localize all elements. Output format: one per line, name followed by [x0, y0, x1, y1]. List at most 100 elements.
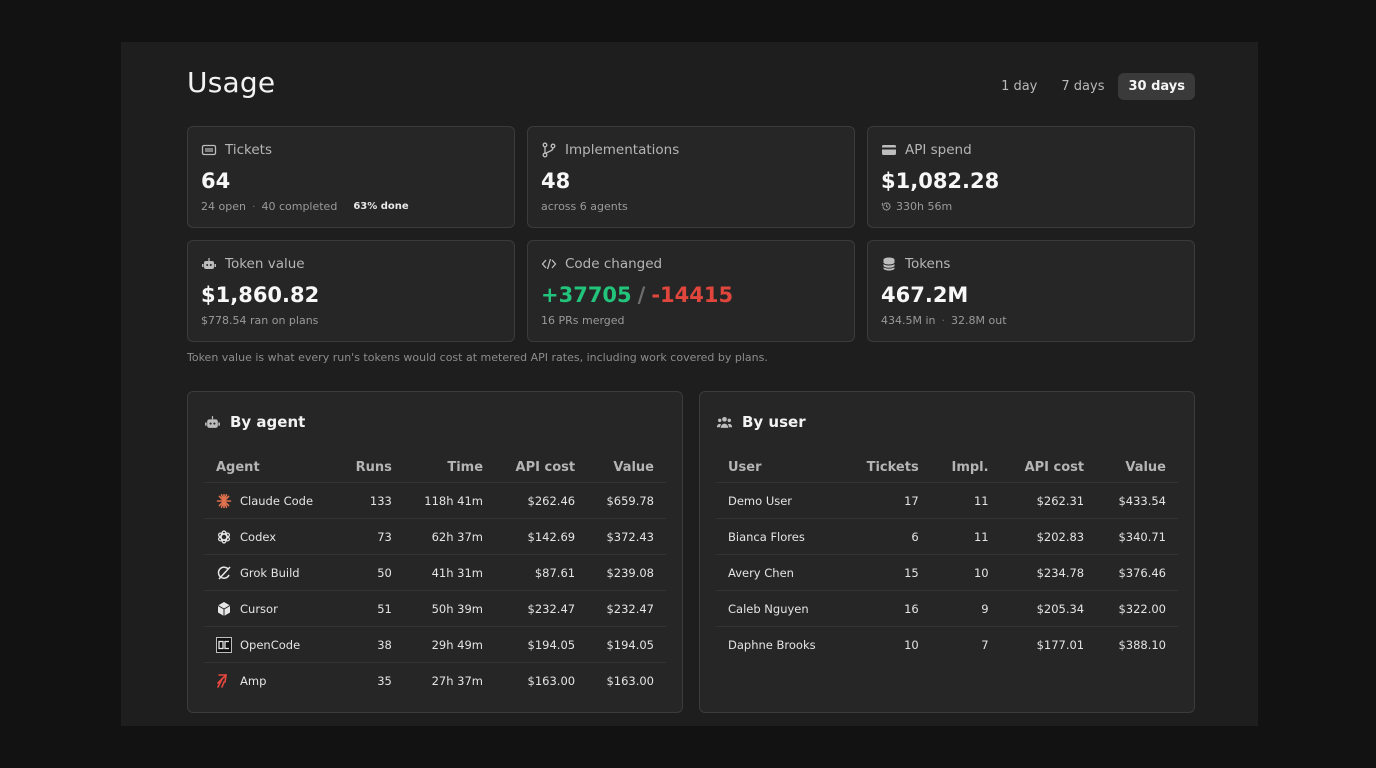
table-row: Amp 35 27h 37m $163.00 $163.00 — [204, 663, 666, 699]
agent-name: Grok Build — [240, 565, 300, 580]
value-cell: $376.46 — [1096, 554, 1178, 591]
tickets-done-percent: 63% done — [353, 201, 409, 212]
api-cost-cell: $234.78 — [1000, 554, 1097, 591]
table-row: Daphne Brooks 10 7 $177.01 $388.10 — [716, 627, 1178, 663]
code-changed-sub: 16 PRs merged — [541, 314, 625, 327]
column-header-runs: Runs — [337, 452, 404, 483]
tickets-card: Tickets 64 24 open · 40 completed 63% do… — [187, 126, 515, 228]
value-cell: $163.00 — [606, 673, 654, 688]
runs-cell: 50 — [337, 554, 404, 591]
api-cost-cell: $262.46 — [495, 482, 588, 519]
table-row: OpenCode 38 29h 49m $194.05 $194.05 — [204, 626, 666, 663]
time-cell: 41h 31m — [403, 554, 496, 591]
tokens-out: 32.8M out — [951, 314, 1007, 327]
column-header-impl: Impl. — [930, 452, 1001, 483]
column-header-api-cost: API cost — [495, 452, 588, 483]
range-30-days-button[interactable]: 30 days — [1118, 73, 1195, 100]
range-7-days-button[interactable]: 7 days — [1061, 79, 1105, 94]
table-row: Grok Build 50 41h 31m $87.61 $239.08 — [204, 554, 666, 591]
table-row: Caleb Nguyen 16 9 $205.34 $322.00 — [716, 590, 1178, 627]
amp-icon — [217, 673, 227, 688]
value-cell: $322.00 — [1096, 590, 1178, 627]
tokens-in: 434.5M in — [881, 314, 936, 327]
value-cell: $388.10 — [1118, 637, 1166, 652]
token-value-value: $1,860.82 — [201, 283, 320, 307]
api-cost-cell: $194.05 — [495, 626, 588, 663]
value-cell: $232.47 — [587, 590, 666, 627]
lines-added: +37705 — [541, 283, 632, 307]
by-agent-title: By agent — [230, 413, 306, 431]
column-header-api-cost: API cost — [1000, 452, 1097, 483]
value-cell: $194.05 — [587, 626, 666, 663]
agent-name: Claude Code — [240, 493, 314, 508]
value-cell: $659.78 — [587, 482, 666, 519]
api-cost-cell: $262.31 — [1000, 482, 1097, 519]
by-user-title: By user — [742, 413, 806, 431]
column-header-tickets: Tickets — [843, 452, 931, 483]
token-value-sub: $778.54 ran on plans — [201, 314, 319, 327]
ticket-icon — [201, 144, 217, 156]
code-changed-label: Code changed — [565, 256, 663, 272]
user-name: Demo User — [716, 482, 844, 519]
column-header-value: Value — [587, 452, 666, 483]
impl-cell: 10 — [930, 554, 1001, 591]
history-icon — [881, 202, 891, 211]
code-icon — [541, 258, 557, 270]
impl-cell: 11 — [930, 518, 1001, 555]
robot-icon — [205, 415, 220, 428]
users-icon — [716, 416, 733, 428]
tokens-label: Tokens — [905, 256, 951, 272]
api-cost-cell: $163.00 — [527, 673, 576, 688]
agent-name: Amp — [240, 673, 267, 688]
tickets-open: 24 open — [201, 200, 246, 213]
table-row: Bianca Flores 6 11 $202.83 $340.71 — [716, 518, 1178, 555]
table-row: Cursor 51 50h 39m $232.47 $232.47 — [204, 590, 666, 627]
database-icon — [883, 257, 895, 271]
time-cell: 50h 39m — [403, 590, 496, 627]
time-cell: 29h 49m — [403, 626, 496, 663]
time-cell: 62h 37m — [403, 518, 496, 555]
runs-cell: 133 — [337, 482, 404, 519]
column-header-agent: Agent — [204, 452, 338, 483]
tickets-cell: 16 — [843, 590, 931, 627]
time-cell: 118h 41m — [403, 482, 496, 519]
by-agent-card: By agent Agent Runs Time API cost Value — [187, 391, 683, 713]
agent-name: Cursor — [240, 601, 278, 616]
agent-name: Codex — [240, 529, 277, 544]
user-name: Caleb Nguyen — [716, 590, 844, 627]
opencode-icon — [216, 636, 232, 653]
api-cost-cell: $177.01 — [1036, 637, 1085, 652]
api-cost-cell: $232.47 — [495, 590, 588, 627]
api-cost-cell: $202.83 — [1000, 518, 1097, 555]
claude-icon — [216, 493, 232, 508]
code-changed-card: Code changed +37705/-14415 16 PRs merged — [527, 240, 855, 342]
time-range-selector: 1 day 7 days 30 days — [991, 73, 1195, 100]
usage-panel: Usage 1 day 7 days 30 days Tickets 64 24… — [121, 42, 1258, 726]
separator-dot: · — [941, 314, 946, 327]
tickets-cell: 10 — [904, 637, 919, 652]
credit-card-icon — [882, 145, 896, 155]
token-value-footnote: Token value is what every run's tokens w… — [187, 351, 768, 364]
grok-icon — [217, 565, 231, 580]
api-cost-cell: $142.69 — [495, 518, 588, 555]
tickets-cell: 6 — [843, 518, 931, 555]
by-user-card: By user User Tickets Impl. API cost Valu… — [699, 391, 1195, 713]
by-agent-table: Agent Runs Time API cost Value Claude Co… — [204, 452, 666, 698]
time-cell: 27h 37m — [431, 673, 484, 688]
value-cell: $340.71 — [1096, 518, 1178, 555]
git-branch-icon — [542, 142, 556, 158]
tickets-value: 64 — [201, 169, 231, 193]
tokens-card: Tokens 467.2M 434.5M in · 32.8M out — [867, 240, 1195, 342]
runs-cell: 38 — [337, 626, 404, 663]
api-spend-value: $1,082.28 — [881, 169, 1000, 193]
user-name: Daphne Brooks — [728, 637, 816, 652]
range-1-day-button[interactable]: 1 day — [1001, 79, 1038, 94]
api-spend-duration: 330h 56m — [896, 200, 953, 213]
separator-dot: · — [251, 200, 256, 213]
agent-name: OpenCode — [240, 637, 301, 652]
implementations-label: Implementations — [565, 142, 680, 158]
value-cell: $239.08 — [587, 554, 666, 591]
runs-cell: 51 — [337, 590, 404, 627]
openai-icon — [218, 529, 230, 544]
robot-icon — [202, 258, 216, 269]
